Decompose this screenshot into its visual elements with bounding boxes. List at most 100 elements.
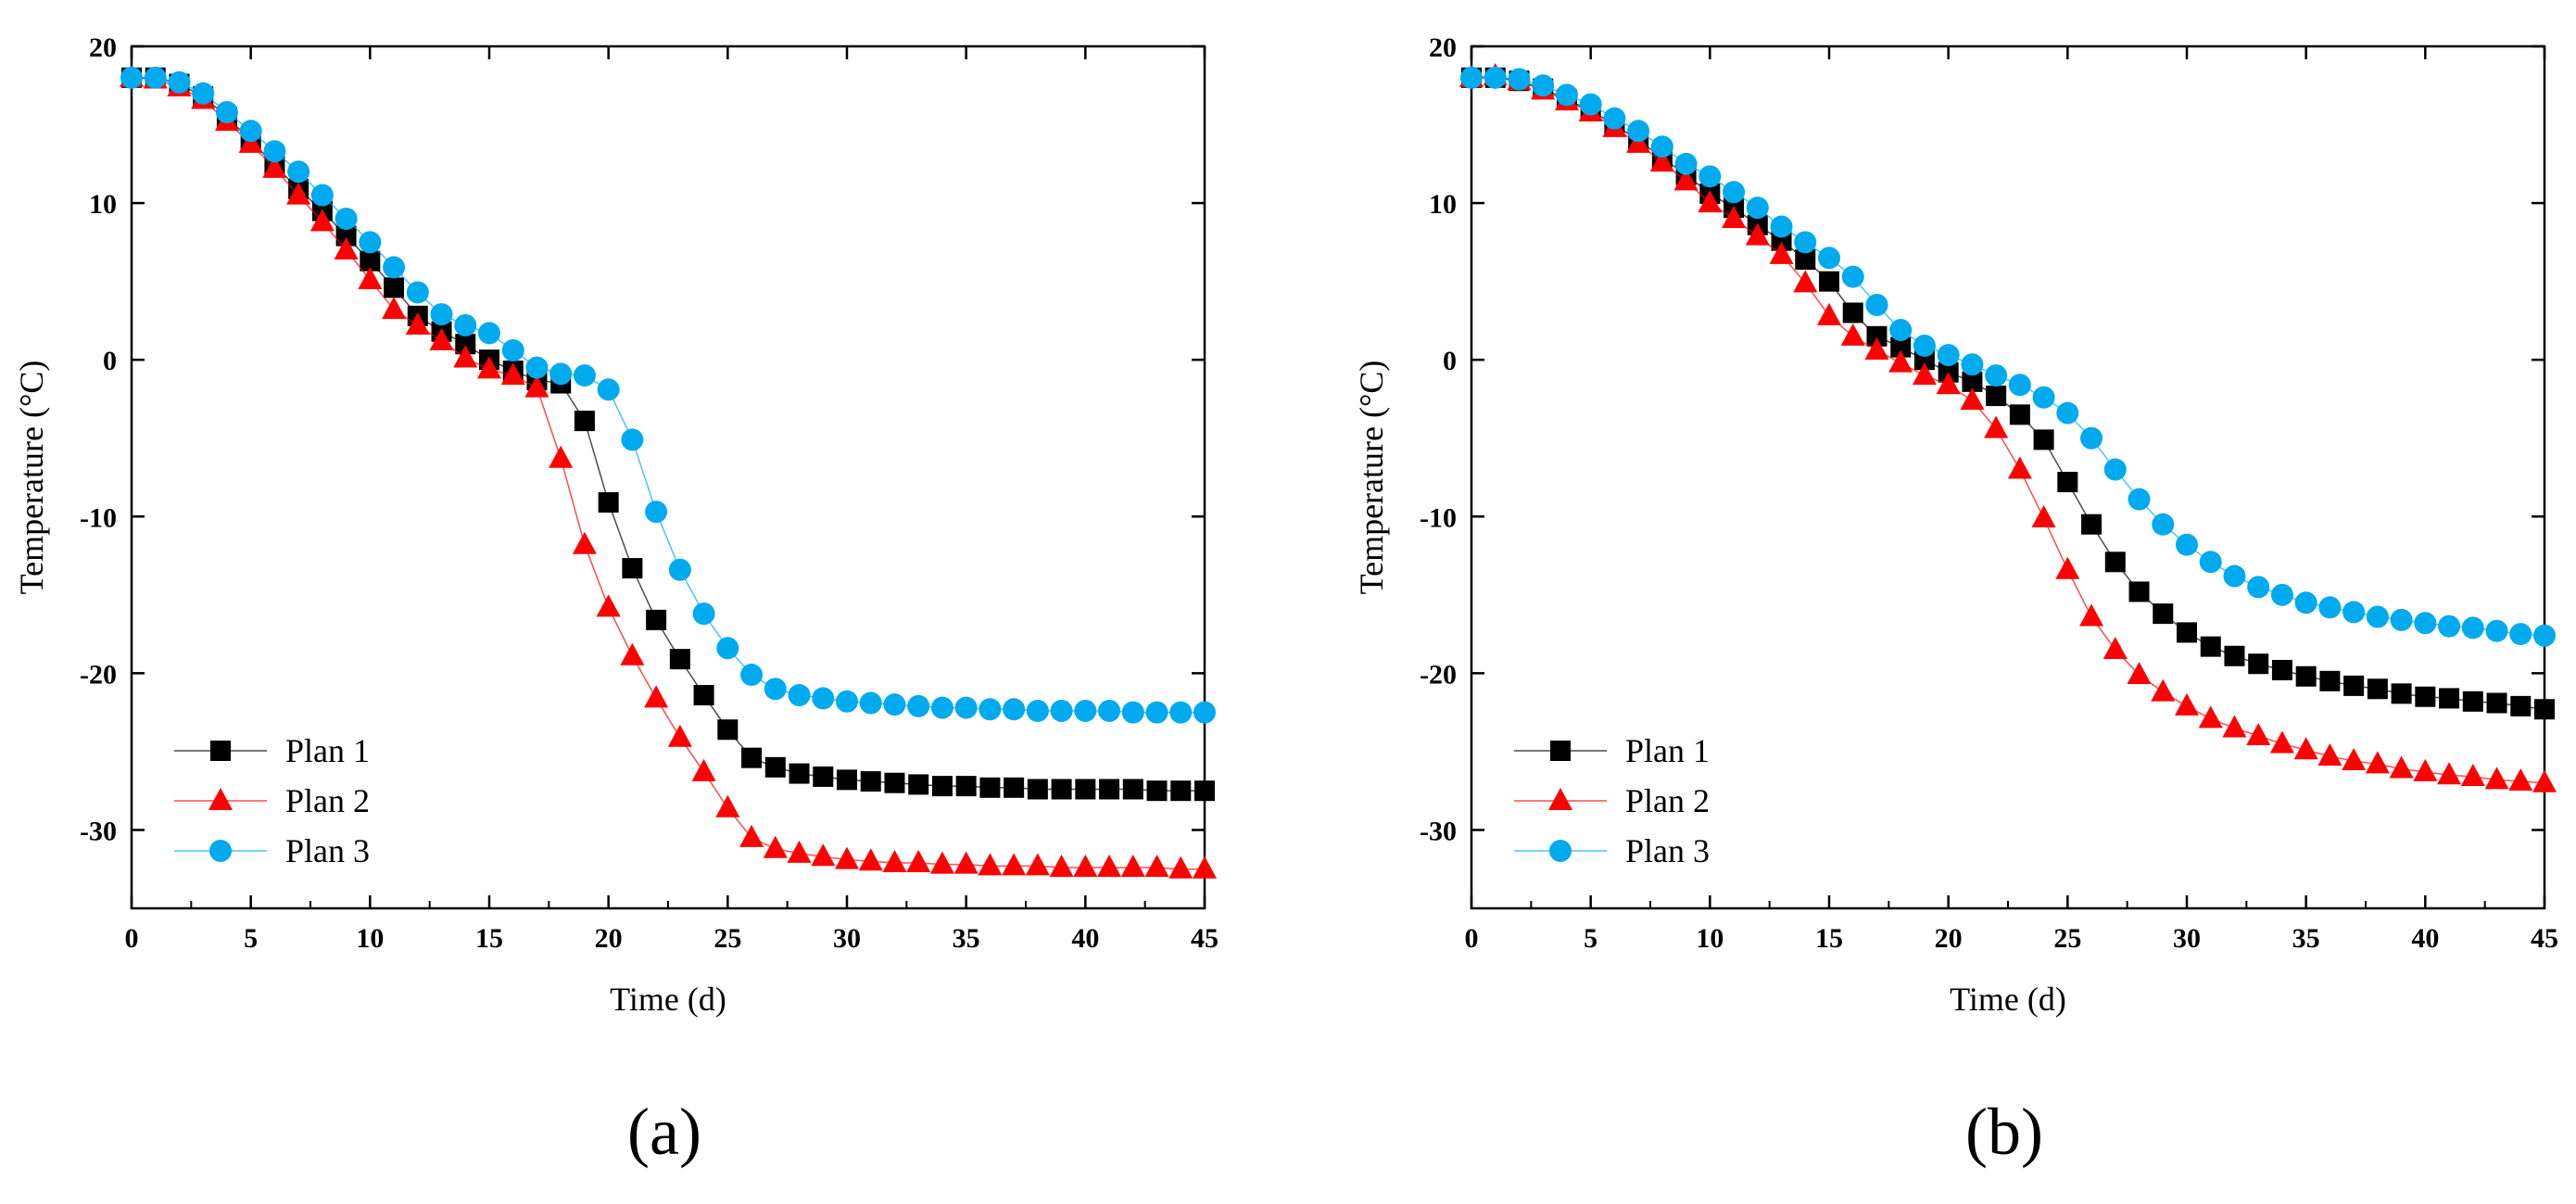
- series-line: [1471, 77, 2545, 710]
- data-point: [500, 362, 525, 386]
- data-point: [2439, 688, 2460, 709]
- x-tick-label: 0: [125, 923, 139, 954]
- data-point: [1960, 387, 1985, 411]
- data-point: [2057, 472, 2078, 493]
- legend-marker: [1548, 788, 1572, 810]
- data-point: [192, 82, 215, 105]
- data-point: [2056, 401, 2079, 425]
- data-point: [1169, 701, 1193, 724]
- data-point: [2175, 692, 2199, 716]
- series-line: [1471, 77, 2545, 637]
- data-point: [836, 690, 858, 713]
- data-point: [835, 846, 859, 869]
- x-tick-label: 35: [2292, 923, 2320, 954]
- data-point: [1193, 855, 1217, 879]
- data-point: [668, 558, 691, 581]
- data-point: [2367, 678, 2388, 700]
- y-tick-label: -20: [1420, 659, 1457, 690]
- series-plan-3: [120, 66, 1216, 724]
- data-point: [2509, 623, 2532, 646]
- data-point: [908, 774, 929, 795]
- x-tick-label: 40: [2411, 923, 2439, 954]
- data-point: [573, 364, 596, 387]
- data-point: [1985, 364, 2008, 387]
- data-point: [812, 687, 835, 710]
- data-point: [454, 313, 477, 336]
- data-point: [979, 777, 1001, 798]
- data-point: [1555, 83, 1578, 107]
- data-point: [2461, 616, 2484, 640]
- series-plan-2: [1459, 63, 2557, 792]
- data-point: [1460, 66, 1483, 89]
- data-point: [1120, 855, 1145, 878]
- data-point: [645, 501, 668, 524]
- data-point: [1027, 779, 1048, 800]
- x-tick-label: 35: [953, 923, 980, 954]
- legend-label: Plan 2: [285, 782, 370, 819]
- y-tick-label: 20: [89, 32, 117, 63]
- data-point: [477, 356, 501, 379]
- data-point: [2534, 699, 2555, 720]
- data-point: [955, 776, 977, 797]
- data-point: [2128, 488, 2151, 511]
- data-point: [2366, 605, 2389, 628]
- x-tick-label: 25: [713, 923, 741, 954]
- data-point: [168, 70, 191, 94]
- data-point: [764, 678, 787, 701]
- data-point: [2102, 637, 2128, 659]
- data-point: [954, 696, 978, 719]
- y-tick-label: 10: [89, 189, 117, 220]
- data-point: [2508, 768, 2533, 792]
- data-point: [1794, 231, 1817, 254]
- data-point: [335, 208, 358, 230]
- data-point: [1888, 349, 1913, 373]
- data-point: [979, 698, 1002, 721]
- data-point: [667, 724, 692, 747]
- y-tick-label: -30: [1420, 816, 1457, 846]
- panel-label: (b): [1965, 1095, 2043, 1169]
- panel-label: (a): [627, 1095, 701, 1169]
- data-point: [620, 642, 645, 665]
- data-point: [1650, 135, 1673, 158]
- data-point: [693, 685, 714, 706]
- data-point: [669, 649, 690, 670]
- data-point: [1170, 780, 1192, 802]
- data-point: [2199, 551, 2222, 574]
- data-point: [1579, 93, 1602, 116]
- y-axis-title: Temperature (°C): [13, 361, 50, 595]
- legend-item: Plan 2: [1514, 782, 1710, 819]
- data-point: [2200, 636, 2221, 657]
- data-point: [1146, 780, 1168, 802]
- data-point: [1723, 181, 1746, 204]
- data-point: [239, 120, 262, 143]
- data-point: [335, 225, 357, 247]
- data-point: [1674, 152, 1698, 175]
- data-point: [524, 374, 549, 398]
- data-point: [2510, 695, 2532, 716]
- data-point: [358, 266, 383, 289]
- data-point: [1961, 353, 1984, 376]
- data-point: [1817, 302, 1841, 325]
- data-point: [1984, 415, 2009, 438]
- data-point: [309, 209, 335, 232]
- data-point: [1122, 779, 1143, 800]
- data-point: [1864, 337, 1889, 361]
- data-point: [2318, 596, 2342, 619]
- data-point: [120, 66, 143, 89]
- x-tick-label: 10: [1696, 923, 1724, 954]
- data-point: [405, 311, 430, 335]
- data-point: [2033, 429, 2054, 450]
- data-point: [2295, 665, 2317, 687]
- data-point: [359, 231, 382, 254]
- x-tick-label: 30: [2173, 923, 2201, 954]
- data-point: [883, 693, 906, 716]
- data-point: [1793, 270, 1818, 293]
- series-plan-3: [1460, 66, 2556, 647]
- data-point: [1121, 701, 1144, 724]
- x-tick-label: 0: [1465, 923, 1479, 954]
- legend-label: Plan 3: [285, 832, 370, 869]
- data-point: [2390, 608, 2413, 631]
- data-point: [574, 411, 595, 432]
- data-point: [1840, 323, 1865, 346]
- data-point: [2031, 504, 2056, 527]
